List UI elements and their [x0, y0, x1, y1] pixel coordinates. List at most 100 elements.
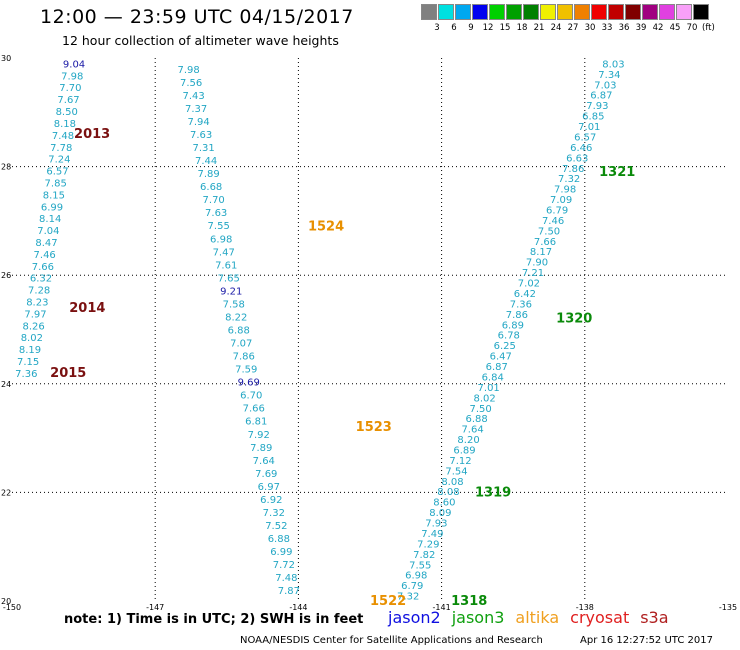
- colorbar-label: 21: [533, 23, 545, 33]
- wave-height-value: 8.08: [437, 487, 459, 498]
- colorbar-label: 9: [468, 23, 474, 33]
- colorbar-label: 3: [434, 23, 440, 33]
- colorbar-swatch: [676, 4, 692, 20]
- wave-height-value: 8.20: [457, 435, 479, 446]
- x-tick-label: -138: [576, 603, 594, 612]
- wave-height-value: 8.22: [225, 312, 247, 323]
- wave-height-value: 7.93: [425, 519, 447, 530]
- wave-height-value: 7.09: [550, 195, 572, 206]
- wave-height-value: 7.43: [182, 91, 204, 102]
- wave-height-value: 8.02: [21, 333, 43, 344]
- wave-height-value: 6.47: [490, 352, 512, 363]
- colorbar-label: 33: [601, 23, 613, 33]
- wave-height-value: 7.78: [50, 143, 72, 154]
- wave-height-value: 7.89: [250, 443, 272, 454]
- wave-height-value: 6.68: [200, 182, 222, 193]
- satellite-name: cryosat: [570, 608, 630, 627]
- wave-height-value: 8.02: [474, 393, 496, 404]
- wave-height-value: 7.97: [24, 309, 46, 320]
- wave-height-value: 6.97: [258, 482, 280, 493]
- pass-number-label: 1320: [556, 312, 592, 327]
- colorbar-swatch: [642, 4, 658, 20]
- wave-height-value: 7.66: [32, 262, 54, 273]
- wave-height-value: 7.49: [421, 529, 443, 540]
- x-tick-label: -135: [719, 603, 737, 612]
- colorbar-swatch: [523, 4, 539, 20]
- x-tick-label: -150: [3, 603, 21, 612]
- wave-height-value: 7.86: [233, 352, 255, 363]
- wave-height-value: 6.63: [566, 153, 588, 164]
- colorbar-swatch: [455, 4, 471, 20]
- pass-number-label: 1524: [308, 219, 344, 234]
- pass-number-label: 2013: [74, 127, 110, 142]
- pass-track: 8.037.347.036.877.936.857.016.576.466.63…: [397, 59, 625, 602]
- x-tick-label: -147: [146, 603, 164, 612]
- wave-height-value: 8.03: [602, 59, 624, 70]
- wave-height-value: 7.66: [243, 404, 265, 415]
- satellite-name: jason3: [451, 608, 505, 627]
- wave-height-value: 7.93: [586, 101, 608, 112]
- wave-height-value: 6.98: [210, 234, 232, 245]
- generated-timestamp: Apr 16 12:27:52 UTC 2017: [580, 635, 713, 646]
- wave-height-value: 7.98: [61, 71, 83, 82]
- colorbar-swatch: [608, 4, 624, 20]
- wave-height-value: 7.15: [17, 357, 39, 368]
- wave-height-value: 6.57: [574, 132, 596, 143]
- pass-track: 9.047.987.707.678.508.187.487.787.246.57…: [15, 59, 85, 380]
- wave-height-value: 7.70: [203, 195, 225, 206]
- wave-height-value: 8.47: [35, 238, 57, 249]
- wave-height-points: 9.047.987.707.678.508.187.487.787.246.57…: [15, 59, 624, 602]
- chart-title: 12:00 — 23:59 UTC 04/15/2017: [40, 6, 354, 28]
- colorbar-swatch: [472, 4, 488, 20]
- colorbar-swatch: [540, 4, 556, 20]
- y-tick-label: 30: [1, 54, 11, 63]
- credit-line: NOAA/NESDIS Center for Satellite Applica…: [240, 635, 543, 646]
- wave-height-value: 7.54: [445, 466, 467, 477]
- colorbar-swatch: [506, 4, 522, 20]
- wave-height-value: 7.72: [273, 560, 295, 571]
- colorbar-swatch: [591, 4, 607, 20]
- colorbar-swatch: [438, 4, 454, 20]
- wave-height-value: 7.82: [413, 550, 435, 561]
- wave-height-value: 7.85: [45, 178, 67, 189]
- wave-height-value: 7.98: [554, 185, 576, 196]
- wave-height-value: 7.55: [208, 221, 230, 232]
- wave-height-value: 7.07: [230, 339, 252, 350]
- wave-height-value: 7.21: [522, 268, 544, 279]
- colorbar-swatch: [625, 4, 641, 20]
- y-tick-label: 24: [1, 380, 11, 389]
- wave-height-value: 7.36: [510, 299, 532, 310]
- wave-height-value: 7.69: [255, 469, 277, 480]
- y-tick-label: 22: [1, 488, 11, 497]
- wave-height-value: 9.69: [238, 378, 260, 389]
- wave-height-value: 7.87: [278, 586, 300, 597]
- pass-number-label: 1318: [451, 594, 487, 609]
- wave-height-value: 7.63: [190, 130, 212, 141]
- wave-height-value: 8.17: [530, 247, 552, 258]
- wave-height-value: 7.01: [478, 383, 500, 394]
- pass-labels: 2013 2014 2015 1524 1523 1522 1321 1320 1319 1318: [50, 127, 635, 609]
- colorbar-label: 6: [451, 23, 457, 33]
- colorbar-label: 15: [499, 23, 511, 33]
- lat-lon-grid: [12, 58, 728, 601]
- footnote: note: 1) Time is in UTC; 2) SWH is in fe…: [64, 612, 364, 627]
- wave-height-value: 7.50: [538, 226, 560, 237]
- pass-number-label: 2014: [69, 301, 105, 316]
- colorbar-label: 18: [516, 23, 528, 33]
- wave-height-value: 7.98: [177, 65, 199, 76]
- wave-height-value: 7.59: [235, 365, 257, 376]
- wave-height-value: 6.57: [46, 167, 68, 178]
- pass-number-label: 1319: [475, 485, 511, 500]
- wave-height-value: 7.48: [275, 573, 297, 584]
- satellite-name: jason2: [388, 608, 441, 627]
- wave-height-value: 7.28: [28, 286, 50, 297]
- wave-height-value: 7.90: [526, 258, 548, 269]
- wave-height-value: 7.63: [205, 208, 227, 219]
- wave-height-value: 6.81: [245, 417, 267, 428]
- wave-height-value: 8.14: [39, 214, 61, 225]
- wave-height-value: 6.87: [486, 362, 508, 373]
- wave-height-value: 8.50: [56, 107, 78, 118]
- pass-number-label: 2015: [50, 366, 86, 381]
- wave-height-value: 6.79: [546, 206, 568, 217]
